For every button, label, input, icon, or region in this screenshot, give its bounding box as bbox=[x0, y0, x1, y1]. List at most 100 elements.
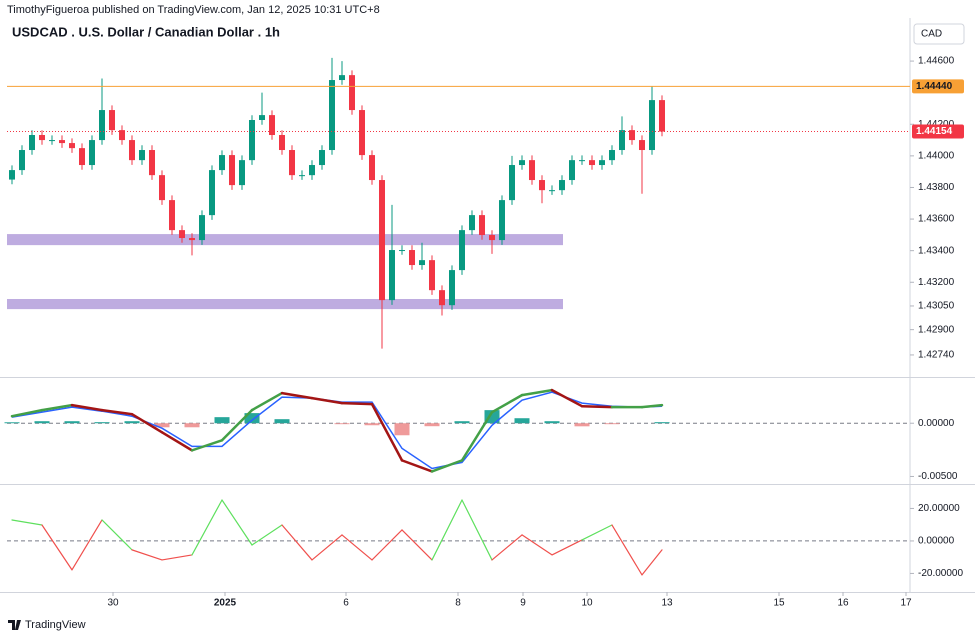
candle-body bbox=[169, 200, 175, 231]
candle-body bbox=[609, 150, 615, 161]
y-tick-label: 20.00000 bbox=[918, 503, 960, 514]
y-tick-label: 0.00000 bbox=[918, 536, 955, 547]
histogram-bar bbox=[274, 419, 290, 424]
y-tick-label: 1.42740 bbox=[918, 350, 955, 361]
candle-body bbox=[259, 115, 265, 121]
candle-body bbox=[19, 150, 25, 171]
candle-body bbox=[479, 215, 485, 236]
candle-body bbox=[629, 130, 635, 141]
macd-line bbox=[580, 404, 614, 409]
publish-header: TimothyFigueroa published on TradingView… bbox=[7, 4, 380, 16]
histogram-bar bbox=[394, 423, 410, 436]
y-tick-label: 1.43200 bbox=[918, 277, 955, 288]
candle-body bbox=[189, 238, 195, 241]
candle-body bbox=[79, 148, 85, 166]
candle-body bbox=[389, 250, 395, 301]
oscillator-line bbox=[521, 534, 553, 556]
candle-body bbox=[549, 190, 555, 192]
currency-box bbox=[913, 23, 965, 45]
candle-body bbox=[489, 235, 495, 241]
oscillator-line bbox=[341, 534, 373, 561]
y-tick-label: 1.43050 bbox=[918, 301, 955, 312]
footer-brand: TradingView bbox=[25, 619, 86, 631]
candle-body bbox=[269, 115, 275, 136]
candle-body bbox=[219, 155, 225, 171]
histogram-bar bbox=[214, 417, 230, 424]
currency-label: CAD bbox=[921, 29, 942, 40]
price-level-box bbox=[912, 124, 964, 139]
x-tick-label: 15 bbox=[773, 598, 785, 609]
candle-body bbox=[309, 165, 315, 176]
histogram-bar bbox=[34, 421, 50, 424]
candle-body bbox=[229, 155, 235, 186]
candle-body bbox=[509, 165, 515, 201]
candle-body bbox=[599, 160, 605, 166]
candle-body bbox=[369, 155, 375, 181]
histogram-bar bbox=[424, 423, 440, 427]
macd-line bbox=[310, 396, 344, 405]
candle-body bbox=[459, 230, 465, 271]
candle-body bbox=[249, 120, 255, 161]
zone bbox=[7, 234, 563, 246]
histogram-bar bbox=[94, 422, 110, 424]
candle-body bbox=[569, 160, 575, 181]
macd-line bbox=[250, 391, 284, 412]
logo-mark bbox=[8, 620, 21, 630]
y-tick-label: 1.43800 bbox=[918, 182, 955, 193]
macd-line bbox=[460, 410, 494, 462]
candle-body bbox=[279, 135, 285, 151]
candle-body bbox=[359, 110, 365, 156]
price-level-box bbox=[912, 79, 964, 94]
candle-body bbox=[39, 135, 45, 141]
oscillator-line bbox=[491, 534, 523, 561]
histogram-bar bbox=[64, 421, 80, 424]
histogram-bar bbox=[4, 422, 20, 424]
oscillator-line bbox=[581, 524, 613, 541]
y-tick-label: 1.42900 bbox=[918, 324, 955, 335]
oscillator-line bbox=[101, 519, 133, 551]
candle-body bbox=[499, 200, 505, 241]
x-tick-label: 17 bbox=[900, 598, 912, 609]
candle-body bbox=[9, 170, 15, 180]
oscillator-line bbox=[611, 524, 643, 576]
oscillator-line bbox=[311, 534, 343, 561]
x-tick-label: 6 bbox=[343, 598, 349, 609]
candle-body bbox=[179, 230, 185, 239]
price-level-label: 1.44440 bbox=[916, 81, 953, 92]
x-tick-label: 16 bbox=[837, 598, 849, 609]
x-tick-label: 8 bbox=[455, 598, 461, 609]
histogram-bar bbox=[244, 413, 260, 424]
candle-body bbox=[29, 135, 35, 151]
candle-body bbox=[399, 250, 405, 252]
candle-body bbox=[59, 140, 65, 144]
oscillator-line bbox=[641, 549, 663, 576]
macd-line bbox=[280, 391, 314, 400]
candle-body bbox=[559, 180, 565, 191]
macd-line bbox=[220, 408, 254, 442]
candle-body bbox=[129, 140, 135, 161]
oscillator-line bbox=[371, 529, 403, 561]
candle-body bbox=[119, 130, 125, 141]
histogram-bar bbox=[544, 421, 560, 424]
candle-body bbox=[659, 100, 665, 132]
candle-body bbox=[439, 290, 445, 306]
y-tick-label: 1.43400 bbox=[918, 245, 955, 256]
candle-body bbox=[429, 260, 435, 291]
y-tick-label: 0.00000 bbox=[918, 418, 955, 429]
y-tick-label: 1.44200 bbox=[918, 119, 955, 130]
candle-body bbox=[379, 180, 385, 301]
macd-line bbox=[550, 388, 584, 408]
macd-line bbox=[100, 408, 134, 416]
chart-title: USDCAD . U.S. Dollar / Canadian Dollar .… bbox=[12, 24, 280, 39]
y-tick-label: 1.44600 bbox=[918, 56, 955, 67]
candle-body bbox=[289, 150, 295, 176]
candle-body bbox=[519, 160, 525, 166]
x-tick-label: 30 bbox=[107, 598, 119, 609]
candle-body bbox=[529, 160, 535, 181]
zone bbox=[7, 299, 563, 310]
candle-body bbox=[99, 110, 105, 141]
oscillator-line bbox=[251, 524, 283, 546]
oscillator-line bbox=[281, 524, 313, 561]
